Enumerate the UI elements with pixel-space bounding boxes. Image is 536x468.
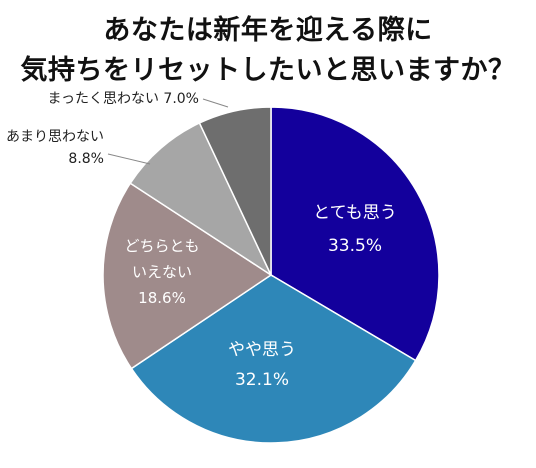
slice-value-2: 18.6%: [138, 289, 186, 307]
slice-value-0: 33.5%: [328, 236, 382, 256]
pie-slice-1: [130, 274, 417, 444]
pie-slice-4: [198, 106, 272, 276]
leader-line-3: [107, 153, 151, 165]
slice-value-1: 32.1%: [235, 370, 289, 390]
chart-title-line-1: あなたは新年を迎える際に: [103, 15, 433, 46]
slice-label-2: どちらとも: [124, 237, 199, 255]
slice-label-4: まったく思わない 7.0%: [48, 91, 199, 107]
slice-label-3: あまり思わない: [6, 129, 104, 145]
slice-value-3: 8.8%: [68, 151, 104, 167]
slice-label-0: とても思う: [313, 203, 397, 223]
leader-line-4: [202, 98, 229, 108]
pie-slice-3: [129, 121, 273, 278]
pie-slice-0: [270, 106, 440, 362]
pie-slice-2: [102, 182, 273, 370]
slice-label-1: やや思う: [228, 340, 296, 360]
slice-label-2: いえない: [132, 263, 192, 281]
chart-title-line-2: 気持ちをリセットしたいと思いますか？: [20, 55, 516, 86]
